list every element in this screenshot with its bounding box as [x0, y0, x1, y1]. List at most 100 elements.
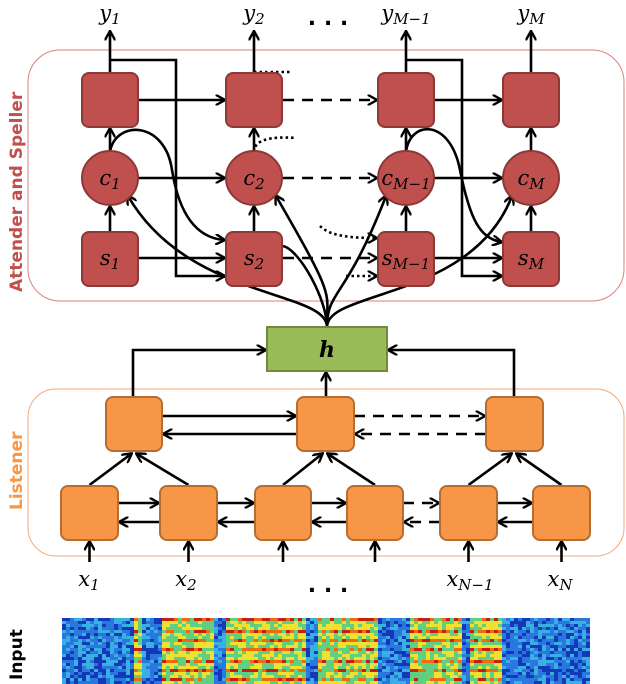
- spectrogram-cell: [562, 675, 566, 678]
- spectrogram-cell: [166, 636, 170, 639]
- spectrogram-cell: [510, 651, 514, 654]
- spectrogram-cell: [202, 660, 206, 663]
- spectrogram-cell: [306, 648, 310, 651]
- spectrogram-cell: [402, 666, 406, 669]
- spectrogram-cell: [430, 645, 434, 648]
- spectrogram-cell: [326, 621, 330, 624]
- spectrogram-cell: [490, 669, 494, 672]
- spectrogram-cell: [534, 678, 538, 681]
- spectrogram-cell: [394, 645, 398, 648]
- spectrogram-cell: [254, 666, 258, 669]
- spectrogram-cell: [286, 651, 290, 654]
- spectrogram-cell: [450, 633, 454, 636]
- spectrogram-cell: [462, 636, 466, 639]
- spectrogram-cell: [114, 645, 118, 648]
- spectrogram-cell: [430, 672, 434, 675]
- spectrogram-cell: [518, 636, 522, 639]
- spectrogram-cell: [478, 648, 482, 651]
- spectrogram-cell: [246, 654, 250, 657]
- spectrogram-cell: [474, 651, 478, 654]
- spectrogram-cell: [234, 681, 238, 684]
- context-label-c-base: c: [517, 166, 529, 190]
- spectrogram-cell: [578, 672, 582, 675]
- spectrogram-cell: [402, 642, 406, 645]
- spectrogram-cell: [438, 651, 442, 654]
- spectrogram-cell: [482, 660, 486, 663]
- spectrogram-cell: [194, 675, 198, 678]
- spectrogram-cell: [98, 654, 102, 657]
- spectrogram-cell: [554, 621, 558, 624]
- spectrogram-cell: [78, 648, 82, 651]
- spectrogram-cell: [490, 651, 494, 654]
- spectrogram-cell: [522, 636, 526, 639]
- spectrogram-cell: [170, 633, 174, 636]
- spectrogram-cell: [174, 639, 178, 642]
- spectrogram-cell: [554, 681, 558, 684]
- spectrogram-cell: [438, 663, 442, 666]
- spectrogram-cell: [154, 645, 158, 648]
- spectrogram-cell: [234, 642, 238, 645]
- spectrogram-cell: [122, 678, 126, 681]
- spectrogram-cell: [530, 681, 534, 684]
- spectrogram-cell: [438, 660, 442, 663]
- spectrogram-cell: [122, 654, 126, 657]
- spectrogram-cell: [518, 630, 522, 633]
- spectrogram-cell: [378, 669, 382, 672]
- spectrogram-cell: [382, 678, 386, 681]
- spectrogram-cell: [210, 675, 214, 678]
- spectrogram-cell: [278, 648, 282, 651]
- spectrogram-cell: [386, 633, 390, 636]
- spectrogram-cell: [478, 627, 482, 630]
- spectrogram-cell: [226, 675, 230, 678]
- spectrogram-cell: [386, 660, 390, 663]
- spectrogram-cell: [150, 675, 154, 678]
- spectrogram-cell: [514, 621, 518, 624]
- spectrogram-cell: [242, 672, 246, 675]
- spectrogram-cell: [126, 642, 130, 645]
- spectrogram-cell: [314, 666, 318, 669]
- spectrogram-cell: [106, 654, 110, 657]
- spectrogram-cell: [238, 645, 242, 648]
- spectrogram-cell: [398, 660, 402, 663]
- spectrogram-cell: [170, 666, 174, 669]
- spectrogram-cell: [422, 660, 426, 663]
- spectrogram-cell: [334, 639, 338, 642]
- spectrogram-cell: [218, 639, 222, 642]
- spectrogram-cell: [586, 648, 590, 651]
- spectrogram-cell: [226, 660, 230, 663]
- spectrogram-cell: [202, 678, 206, 681]
- spectrogram-cell: [242, 654, 246, 657]
- spectrogram-cell: [62, 642, 66, 645]
- spectrogram-cell: [314, 630, 318, 633]
- spectrogram-cell: [302, 675, 306, 678]
- spectrogram-cell: [314, 645, 318, 648]
- spectrogram-cell: [282, 642, 286, 645]
- spectrogram-cell: [310, 654, 314, 657]
- pyramid-arrow: [88, 454, 132, 487]
- spectrogram-cell: [90, 678, 94, 681]
- spectrogram-cell: [186, 660, 190, 663]
- spectrogram-cell: [274, 627, 278, 630]
- spectrogram-cell: [434, 633, 438, 636]
- spectrogram-cell: [274, 621, 278, 624]
- spectrogram-cell: [326, 636, 330, 639]
- spectrogram-cell: [530, 636, 534, 639]
- spectrogram-cell: [210, 624, 214, 627]
- spectrogram-cell: [138, 663, 142, 666]
- spectrogram-cell: [514, 639, 518, 642]
- spectrogram-cell: [386, 627, 390, 630]
- spectrogram-cell: [178, 678, 182, 681]
- spectrogram-cell: [494, 630, 498, 633]
- spectrogram-cell: [526, 630, 530, 633]
- spectrogram-cell: [98, 627, 102, 630]
- spectrogram-cell: [322, 642, 326, 645]
- spectrogram-cell: [470, 627, 474, 630]
- spectrogram-cell: [574, 633, 578, 636]
- spectrogram-cell: [426, 621, 430, 624]
- spectrogram-cell: [198, 669, 202, 672]
- spectrogram-cell: [70, 660, 74, 663]
- spectrogram-cell: [70, 627, 74, 630]
- spectrogram-cell: [422, 666, 426, 669]
- spectrogram-cell: [406, 651, 410, 654]
- spectrogram-cell: [294, 636, 298, 639]
